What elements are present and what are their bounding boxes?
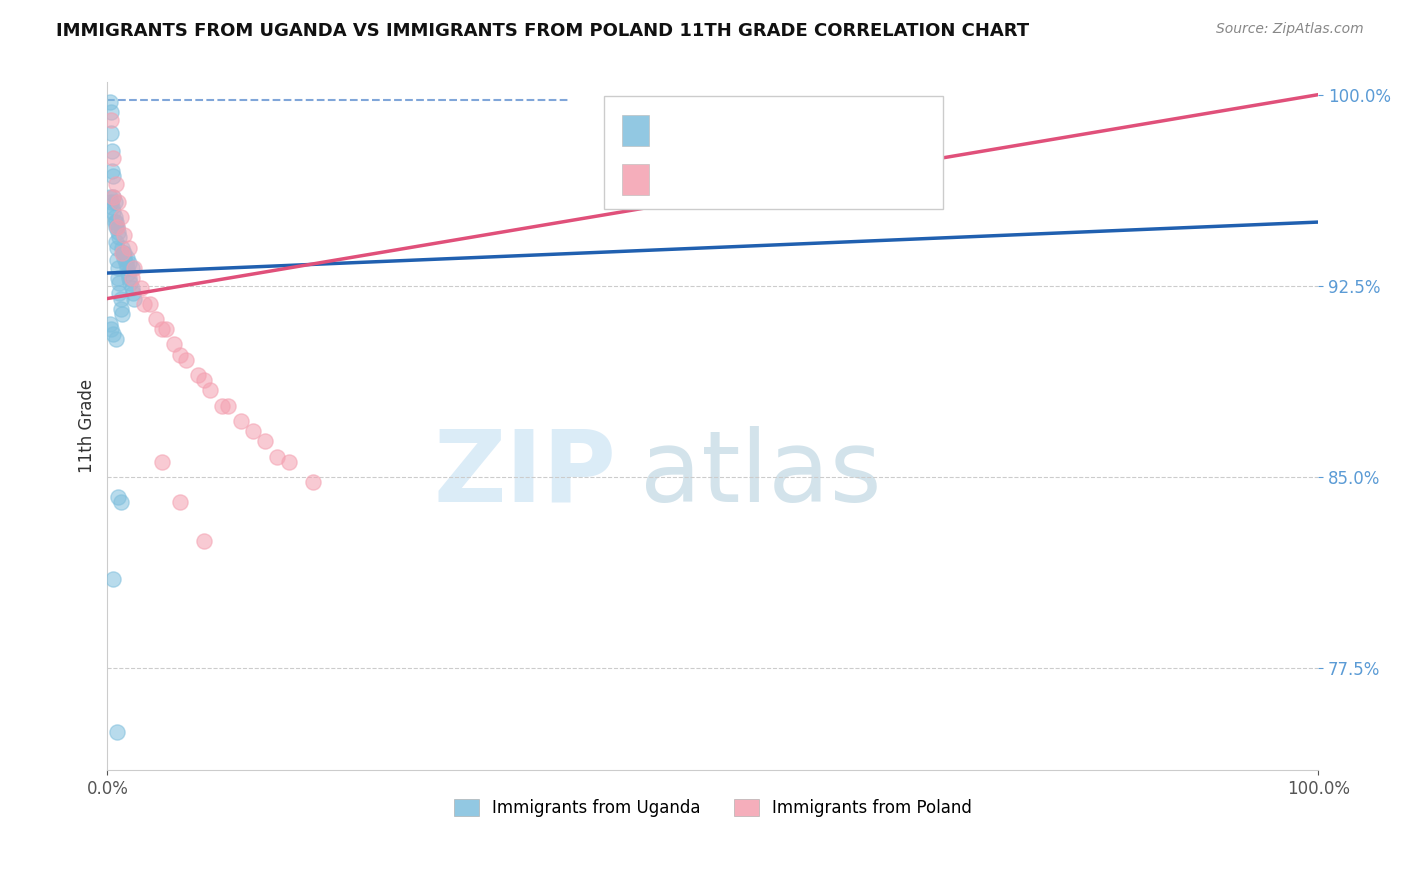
Point <box>111 241 134 255</box>
Point <box>101 144 124 158</box>
Point <box>104 220 127 235</box>
Point <box>103 327 125 342</box>
Point <box>302 475 325 489</box>
Point <box>98 317 121 331</box>
Point <box>100 322 122 336</box>
Point <box>121 286 143 301</box>
Point <box>229 414 252 428</box>
Point <box>110 210 132 224</box>
Text: ZIP: ZIP <box>433 425 616 523</box>
Point <box>104 194 127 209</box>
Point <box>100 194 122 209</box>
Point <box>139 296 162 310</box>
Point <box>104 235 127 250</box>
Point <box>105 220 128 235</box>
Point <box>112 251 135 265</box>
Point <box>174 352 197 367</box>
Point <box>104 177 127 191</box>
Point <box>121 271 143 285</box>
Text: Source: ZipAtlas.com: Source: ZipAtlas.com <box>1216 22 1364 37</box>
Point <box>107 260 129 275</box>
Point <box>98 95 121 110</box>
Point <box>115 251 138 265</box>
Point <box>242 424 264 438</box>
Point <box>200 384 222 398</box>
Point <box>101 200 124 214</box>
Point <box>105 724 128 739</box>
Point <box>112 227 135 242</box>
Point <box>100 105 122 120</box>
Point <box>111 307 134 321</box>
Point <box>108 277 131 291</box>
Point <box>121 260 143 275</box>
Point <box>211 399 233 413</box>
Point <box>112 245 135 260</box>
Point <box>117 266 139 280</box>
Point <box>193 533 215 548</box>
Point <box>103 189 125 203</box>
Point <box>100 113 122 128</box>
Text: R = 0.370   N = 35: R = 0.370 N = 35 <box>661 165 831 183</box>
Point <box>104 215 127 229</box>
FancyBboxPatch shape <box>621 115 648 146</box>
Point <box>104 215 127 229</box>
Point <box>108 230 131 244</box>
Point <box>105 253 128 268</box>
Point <box>111 245 134 260</box>
Point <box>103 572 125 586</box>
Point <box>169 348 191 362</box>
Point <box>105 241 128 255</box>
Point <box>121 281 143 295</box>
Point <box>118 241 141 255</box>
Point <box>217 399 239 413</box>
Point <box>103 205 125 219</box>
Point <box>107 225 129 239</box>
Point <box>187 368 209 382</box>
Point <box>118 271 141 285</box>
Point <box>108 286 131 301</box>
Point <box>155 322 177 336</box>
Point <box>115 260 138 275</box>
Point <box>110 495 132 509</box>
Point <box>129 281 152 295</box>
Point <box>122 260 145 275</box>
Point <box>163 337 186 351</box>
FancyBboxPatch shape <box>621 164 648 195</box>
Point <box>122 292 145 306</box>
Point <box>105 220 128 235</box>
FancyBboxPatch shape <box>603 95 943 210</box>
Point <box>150 322 173 336</box>
Point <box>104 210 127 224</box>
Legend: Immigrants from Uganda, Immigrants from Poland: Immigrants from Uganda, Immigrants from … <box>447 792 979 823</box>
Point <box>120 277 142 291</box>
Point <box>100 126 122 140</box>
Point <box>266 450 288 464</box>
Point <box>104 332 127 346</box>
Point <box>101 164 124 178</box>
Point <box>103 169 125 184</box>
Point <box>98 189 121 203</box>
Text: atlas: atlas <box>640 425 882 523</box>
Point <box>114 256 136 270</box>
Point <box>118 256 141 270</box>
Point <box>107 271 129 285</box>
Point <box>278 455 301 469</box>
Point <box>169 495 191 509</box>
Text: R =  0.116   N = 52: R = 0.116 N = 52 <box>661 115 837 133</box>
Point <box>145 312 167 326</box>
Point <box>132 296 155 310</box>
Point <box>112 245 135 260</box>
Point <box>253 434 276 449</box>
Point <box>107 194 129 209</box>
Point <box>110 301 132 316</box>
Point <box>110 292 132 306</box>
Point <box>103 152 125 166</box>
Text: IMMIGRANTS FROM UGANDA VS IMMIGRANTS FROM POLAND 11TH GRADE CORRELATION CHART: IMMIGRANTS FROM UGANDA VS IMMIGRANTS FRO… <box>56 22 1029 40</box>
Point <box>150 455 173 469</box>
Y-axis label: 11th Grade: 11th Grade <box>79 379 96 473</box>
Point <box>107 491 129 505</box>
Point <box>193 373 215 387</box>
Point <box>103 189 125 203</box>
